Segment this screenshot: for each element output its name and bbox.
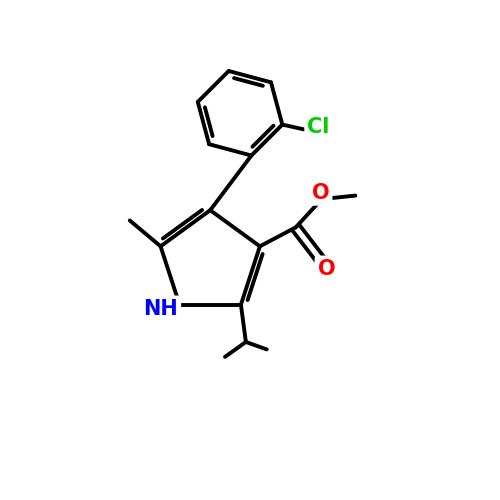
Text: NH: NH — [144, 298, 178, 318]
Text: Cl: Cl — [308, 117, 330, 137]
Text: O: O — [318, 258, 336, 278]
Text: O: O — [312, 182, 330, 203]
